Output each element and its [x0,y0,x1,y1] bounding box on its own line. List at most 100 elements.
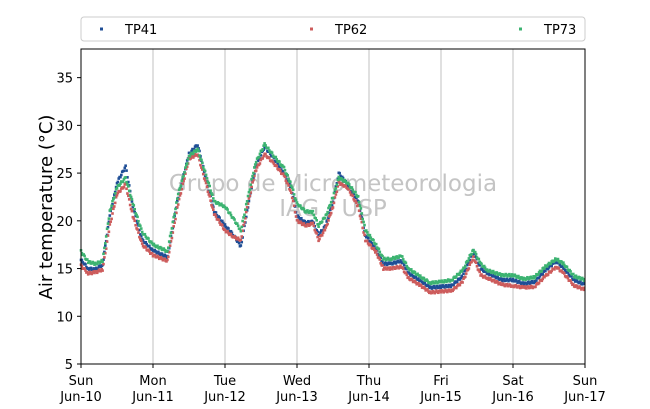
data-point [120,173,123,177]
data-point [545,265,549,268]
data-point [540,269,544,273]
data-point [459,276,463,280]
data-point [475,265,479,268]
data-point [315,218,318,222]
data-point [249,183,253,187]
data-point [392,262,395,265]
x-tick-label-day: Wed [283,374,311,389]
data-point [176,192,180,196]
data-point [472,248,475,252]
data-point [541,273,544,276]
data-point [466,259,470,263]
data-point [114,195,118,199]
data-point [401,255,404,258]
data-point [184,166,187,169]
data-point [435,289,438,293]
data-point [541,277,544,281]
data-point [401,267,405,270]
data-point [86,270,89,274]
data-point [461,276,464,279]
data-point [327,219,330,222]
x-tick-label-date: Jun-10 [59,390,102,405]
data-point [446,279,449,283]
data-point [451,289,454,293]
data-point [84,263,87,266]
data-point [131,205,135,209]
data-point [83,254,86,258]
data-point [286,181,289,185]
data-point [549,262,553,266]
data-point [483,266,487,270]
data-point [123,166,127,170]
data-point [119,182,122,185]
data-point [168,244,172,247]
data-point [258,157,262,160]
data-point [239,244,243,247]
data-point [465,263,469,267]
data-point [357,209,361,212]
data-point [444,279,447,282]
data-point [154,250,157,253]
data-point [128,193,132,197]
data-point [174,217,177,221]
data-point [138,228,141,232]
data-point [363,233,366,237]
data-point [455,284,459,288]
data-point [370,242,373,245]
data-point [288,187,291,191]
data-point [490,272,493,276]
data-point [259,158,263,162]
data-point [135,213,138,217]
data-point [537,281,541,285]
data-point [252,176,255,179]
data-point [529,275,533,279]
data-point [236,236,240,240]
data-point [286,174,289,177]
data-point [414,281,418,284]
data-point [261,147,265,151]
data-point [384,262,388,265]
data-point [528,282,532,286]
data-point [162,247,166,250]
data-point [366,236,370,240]
data-point [258,162,262,165]
data-point [398,261,401,264]
data-point [205,176,209,180]
data-point [260,149,264,152]
data-point [443,286,446,289]
data-point [335,183,339,187]
data-point [218,216,221,219]
data-point [554,261,557,264]
data-point [134,212,137,215]
data-point [257,163,261,167]
data-point [399,259,402,262]
data-point [435,280,438,284]
data-point [247,190,251,194]
x-tick-label-date: Jun-13 [275,390,318,405]
data-point [563,267,566,270]
data-point [388,268,391,271]
data-point [566,276,570,280]
data-point [104,235,108,238]
data-point [226,229,229,233]
data-point [476,261,480,265]
data-point [243,213,246,217]
data-point [103,246,106,250]
data-point [369,243,373,247]
data-point [94,267,97,271]
data-point [245,209,249,212]
data-point [121,180,125,184]
x-tick-label-date: Jun-14 [347,390,390,405]
data-point [248,188,252,191]
data-point [87,268,91,272]
data-point [397,266,400,270]
data-point [579,286,582,290]
data-point [207,193,211,196]
data-point [127,194,130,198]
data-point [111,202,114,206]
data-point [429,282,433,286]
data-point [422,276,426,280]
data-point [117,177,121,180]
data-point [149,246,152,250]
data-point [209,189,212,192]
